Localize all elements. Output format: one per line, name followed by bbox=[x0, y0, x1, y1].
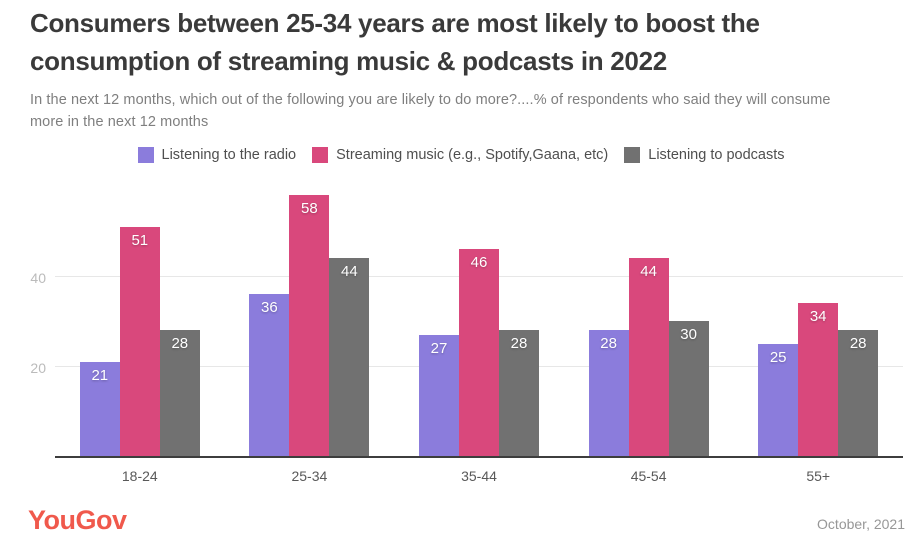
bar-streaming-18-24: 51 bbox=[119, 226, 160, 456]
bar-streaming-35-44: 46 bbox=[459, 249, 499, 456]
bar-podcasts-35-44: 28 bbox=[499, 330, 539, 456]
date-label: October, 2021 bbox=[817, 516, 905, 532]
plot-area: 21 51 28 36 58 44 27 46 28 28 44 30 25 34 28 bbox=[55, 188, 903, 458]
bar-value-label: 46 bbox=[470, 254, 488, 271]
bar-radio-25-34: 36 bbox=[249, 294, 290, 456]
y-axis-tick-label-20: 20 bbox=[30, 360, 46, 376]
chart-subtitle-line2: more in the next 12 months bbox=[30, 114, 209, 130]
bar-value-label: 28 bbox=[600, 335, 617, 352]
bar-radio-45-54: 28 bbox=[588, 330, 629, 456]
bar-podcasts-55+: 28 bbox=[838, 330, 879, 456]
bar-podcasts-25-34: 44 bbox=[329, 258, 370, 456]
bar-value-label: 44 bbox=[640, 263, 657, 280]
legend-label-streaming: Streaming music (e.g., Spotify,Gaana, et… bbox=[336, 147, 609, 163]
legend-item-streaming: Streaming music (e.g., Spotify,Gaana, et… bbox=[312, 147, 608, 163]
bar-value-label: 58 bbox=[301, 200, 318, 217]
bar-value-label: 21 bbox=[91, 366, 109, 384]
bar-podcasts-45-54: 30 bbox=[668, 321, 709, 456]
x-axis-category-label-18-24: 18-24 bbox=[121, 468, 158, 484]
legend-item-radio: Listening to the radio bbox=[137, 147, 297, 163]
legend-swatch-streaming bbox=[312, 147, 329, 163]
bar-value-label: 30 bbox=[680, 326, 697, 343]
bar-podcasts-18-24: 28 bbox=[159, 330, 200, 456]
legend-swatch-radio bbox=[137, 147, 154, 163]
bar-value-label: 28 bbox=[171, 335, 189, 352]
bar-value-label: 44 bbox=[341, 263, 358, 280]
bar-streaming-45-54: 44 bbox=[628, 258, 669, 456]
yougov-logo: YouGov bbox=[28, 505, 127, 535]
y-axis-tick-label-40: 40 bbox=[30, 270, 46, 286]
chart-title-line1: Consumers between 25-34 years are most l… bbox=[30, 8, 760, 38]
legend-label-radio: Listening to the radio bbox=[161, 147, 297, 163]
bar-value-label: 51 bbox=[131, 231, 149, 249]
chart-title-line2: consumption of streaming music & podcast… bbox=[30, 46, 667, 76]
bar-radio-35-44: 27 bbox=[419, 334, 459, 456]
x-axis-category-label-55+: 55+ bbox=[806, 468, 831, 484]
bar-streaming-55+: 34 bbox=[798, 303, 839, 456]
x-axis-category-label-35-44: 35-44 bbox=[461, 468, 497, 484]
bar-streaming-25-34: 58 bbox=[289, 195, 330, 456]
chart-subtitle-line1: In the next 12 months, which out of the … bbox=[30, 92, 831, 108]
legend-item-podcasts: Listening to podcasts bbox=[624, 147, 784, 163]
bar-value-label: 28 bbox=[510, 335, 528, 352]
legend-swatch-podcasts bbox=[624, 147, 641, 163]
chart-legend: Listening to the radio Streaming music (… bbox=[0, 147, 922, 163]
bar-value-label: 28 bbox=[849, 335, 867, 352]
legend-label-podcasts: Listening to podcasts bbox=[648, 147, 785, 163]
bar-value-label: 25 bbox=[769, 348, 787, 366]
x-axis-category-label-45-54: 45-54 bbox=[630, 468, 667, 484]
bar-radio-18-24: 21 bbox=[79, 361, 120, 456]
bar-value-label: 34 bbox=[809, 308, 827, 325]
bar-radio-55+: 25 bbox=[758, 343, 799, 456]
bar-value-label: 36 bbox=[261, 299, 278, 316]
bar-value-label: 27 bbox=[430, 339, 448, 357]
x-axis-category-label-25-34: 25-34 bbox=[291, 468, 328, 484]
